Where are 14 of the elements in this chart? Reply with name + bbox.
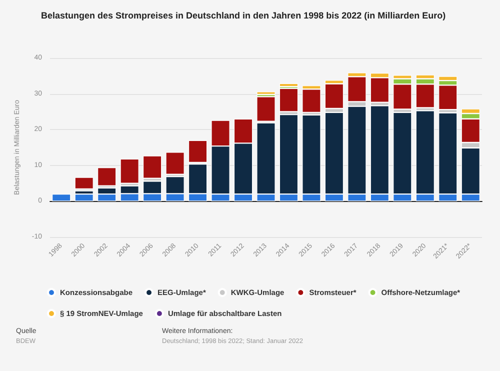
bar bbox=[302, 89, 321, 112]
bar bbox=[52, 194, 71, 202]
bar bbox=[166, 152, 184, 174]
bar bbox=[438, 76, 458, 81]
chart-title: Belastungen des Strompreises in Deutschland in den Jahren 1998 bis 2022 (in Milliarden Euro) bbox=[41, 10, 446, 20]
bar bbox=[142, 156, 162, 178]
bar bbox=[256, 92, 276, 95]
bar bbox=[279, 83, 298, 87]
bar bbox=[279, 88, 298, 112]
bar bbox=[120, 158, 139, 184]
bar bbox=[324, 84, 344, 108]
bar bbox=[74, 177, 94, 190]
bar bbox=[98, 168, 116, 186]
bar bbox=[74, 194, 94, 202]
